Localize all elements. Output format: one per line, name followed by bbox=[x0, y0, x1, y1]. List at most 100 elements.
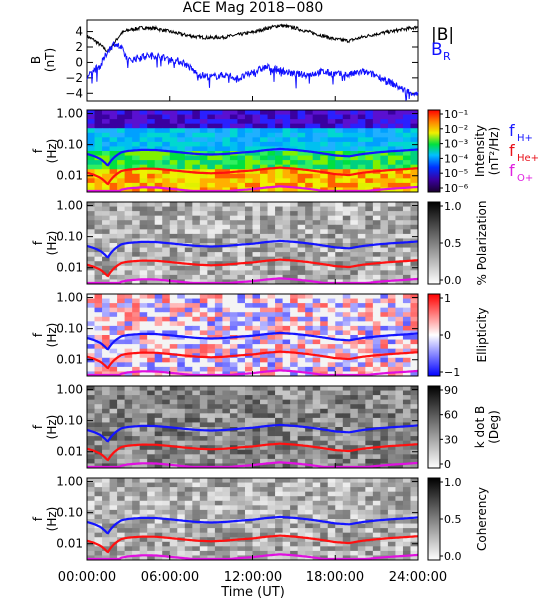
heatmap-cell bbox=[154, 413, 163, 419]
heatmap-cell bbox=[177, 344, 186, 350]
heatmap-cell bbox=[87, 256, 95, 262]
heatmap-cell bbox=[154, 247, 163, 253]
heatmap-cell bbox=[222, 173, 231, 179]
heatmap-cell bbox=[162, 505, 171, 511]
heatmap-cell bbox=[402, 404, 411, 410]
heatmap-cell bbox=[162, 463, 171, 469]
heatmap-cell bbox=[372, 256, 381, 262]
heatmap-cell bbox=[169, 523, 178, 529]
y-axis-unit: (Hz) bbox=[45, 139, 59, 164]
heatmap-cell bbox=[154, 155, 163, 161]
heatmap-cell bbox=[410, 132, 419, 138]
heatmap-cell bbox=[177, 211, 186, 217]
heatmap-cell bbox=[267, 202, 276, 207]
heatmap-cell bbox=[342, 417, 351, 423]
heatmap-cell bbox=[162, 321, 171, 327]
heatmap-cell bbox=[177, 202, 186, 207]
heatmap-cell bbox=[147, 265, 156, 271]
heatmap-cell bbox=[380, 146, 389, 152]
heatmap-cell bbox=[139, 164, 148, 170]
heatmap-cell bbox=[237, 362, 246, 368]
heatmap-cell bbox=[214, 141, 223, 147]
heatmap-cell bbox=[410, 528, 419, 534]
heatmap-cell bbox=[387, 178, 396, 184]
heatmap-cell bbox=[139, 408, 148, 414]
heatmap-cell bbox=[365, 458, 374, 464]
heatmap-cell bbox=[207, 312, 216, 318]
heatmap-cell bbox=[365, 546, 374, 552]
heatmap-cell bbox=[327, 519, 336, 524]
heatmap-cell bbox=[350, 532, 359, 538]
heatmap-cell bbox=[350, 182, 359, 188]
heatmap-cell bbox=[290, 220, 299, 226]
heatmap-cell bbox=[207, 386, 216, 391]
heatmap-cell bbox=[350, 505, 359, 511]
heatmap-cell bbox=[387, 252, 396, 258]
heatmap-cell bbox=[132, 478, 141, 483]
heatmap-cell bbox=[252, 408, 261, 414]
heatmap-cell bbox=[327, 427, 336, 432]
heatmap-cell bbox=[395, 537, 404, 543]
heatmap-cell bbox=[102, 206, 110, 212]
heatmap-cell bbox=[177, 339, 186, 345]
heatmap-cell bbox=[350, 537, 359, 543]
heatmap-cell bbox=[184, 408, 193, 414]
heatmap-cell bbox=[132, 220, 141, 226]
heatmap-cell bbox=[387, 496, 396, 502]
heatmap-cell bbox=[199, 132, 208, 138]
heatmap-cell bbox=[395, 243, 404, 248]
heatmap-cell bbox=[282, 307, 291, 313]
heatmap-cell bbox=[124, 386, 133, 391]
heatmap-cell bbox=[260, 514, 268, 520]
heatmap-cell bbox=[214, 509, 223, 515]
heatmap-cell bbox=[207, 173, 216, 179]
heatmap-cell bbox=[132, 119, 141, 125]
heatmap-cell bbox=[94, 440, 103, 446]
heatmap-cell bbox=[252, 532, 261, 538]
heatmap-cell bbox=[252, 496, 261, 502]
heatmap-cell bbox=[162, 514, 171, 520]
heatmap-cell bbox=[169, 119, 178, 125]
heatmap-cell bbox=[147, 431, 156, 437]
heatmap-cell bbox=[297, 509, 306, 515]
heatmap-cell bbox=[260, 151, 268, 156]
heatmap-cell bbox=[260, 386, 268, 391]
heatmap-cell bbox=[207, 178, 216, 184]
heatmap-cell bbox=[320, 523, 329, 529]
heatmap-cell bbox=[410, 114, 419, 120]
heatmap-cell bbox=[169, 509, 178, 515]
heatmap-cell bbox=[147, 454, 156, 460]
heatmap-cell bbox=[124, 279, 133, 285]
heatmap-cell bbox=[132, 357, 141, 363]
heatmap-cell bbox=[154, 220, 163, 226]
heatmap-cell bbox=[342, 390, 351, 396]
heatmap-cell bbox=[282, 546, 291, 552]
heatmap-cell bbox=[147, 132, 156, 138]
heatmap-cell bbox=[117, 202, 126, 207]
heatmap-cell bbox=[139, 187, 148, 193]
heatmap-cell bbox=[267, 445, 276, 451]
heatmap-cell bbox=[214, 353, 223, 359]
heatmap-cell bbox=[275, 436, 283, 442]
heatmap-cell bbox=[147, 169, 156, 175]
heatmap-cell bbox=[199, 220, 208, 226]
heatmap-cell bbox=[297, 321, 306, 327]
heatmap-cell bbox=[184, 155, 193, 161]
heatmap-cell bbox=[124, 366, 133, 372]
heatmap-cell bbox=[109, 141, 118, 147]
heatmap-cell bbox=[184, 541, 193, 547]
heatmap-cell bbox=[267, 413, 276, 419]
heatmap-cell bbox=[207, 137, 216, 143]
heatmap-cell bbox=[252, 155, 261, 161]
heatmap-cell bbox=[267, 339, 276, 345]
heatmap-cell bbox=[169, 178, 178, 184]
heatmap-cell bbox=[162, 233, 171, 239]
heatmap-cell bbox=[124, 206, 133, 212]
heatmap-cell bbox=[124, 532, 133, 538]
ion-legend: f H+ f He+ f O+ bbox=[509, 121, 539, 184]
heatmap-cell bbox=[154, 229, 163, 235]
heatmap-cell bbox=[387, 298, 396, 304]
heatmap-cell bbox=[365, 339, 374, 345]
heatmap-cell bbox=[395, 274, 404, 280]
heatmap-cell bbox=[184, 487, 193, 493]
